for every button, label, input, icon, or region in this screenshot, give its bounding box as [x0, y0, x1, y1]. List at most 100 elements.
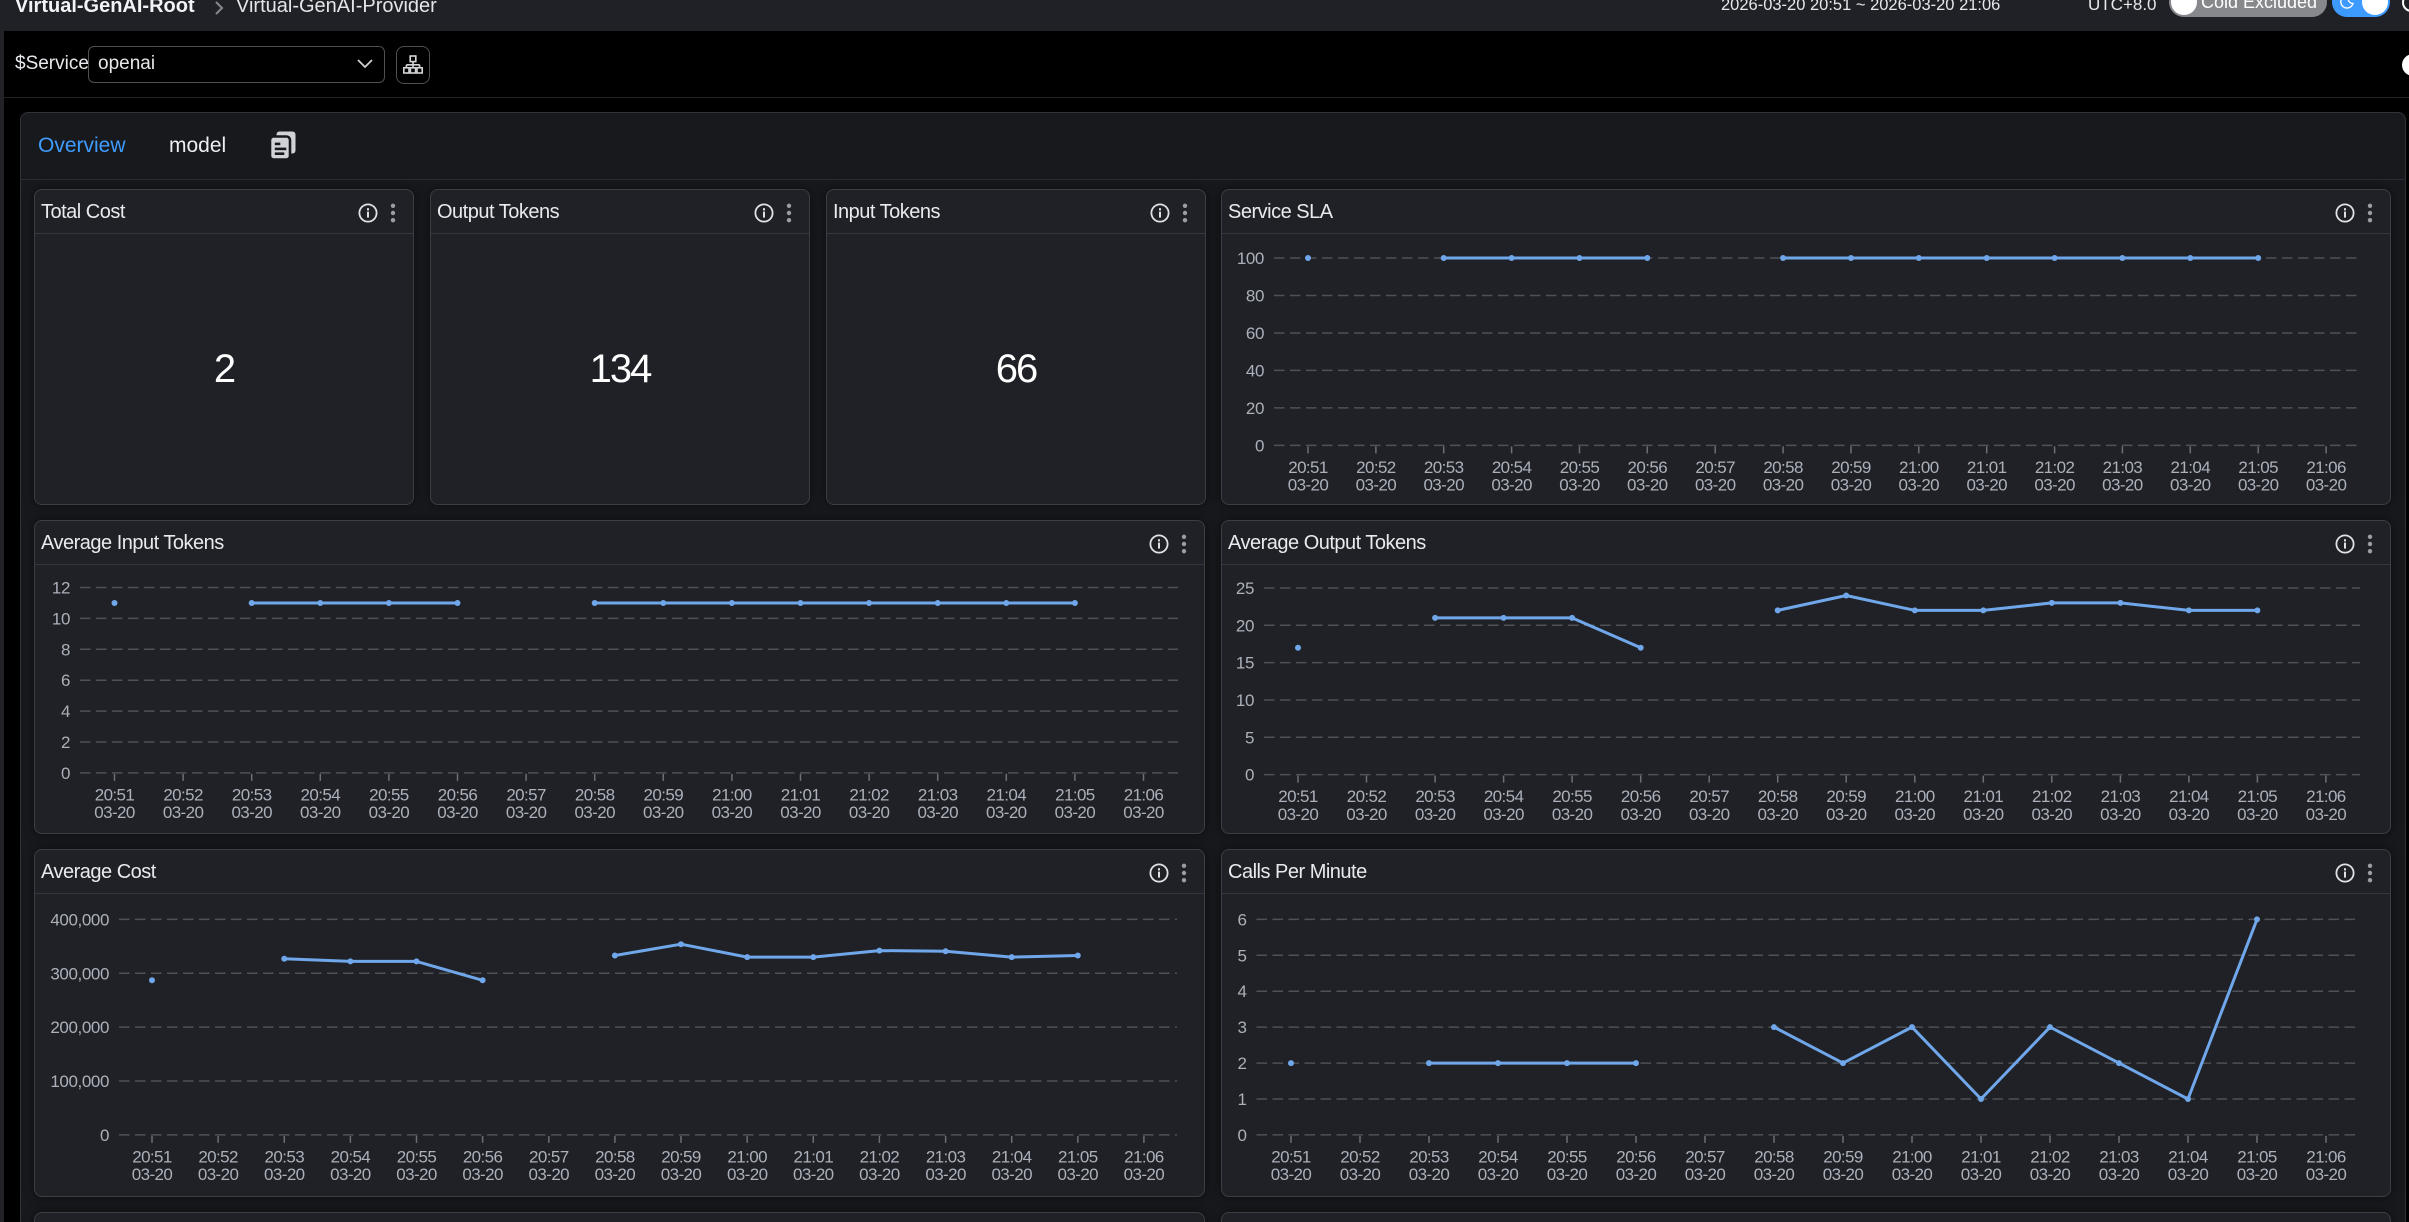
- svg-text:03-20: 03-20: [1616, 1165, 1657, 1184]
- svg-text:21:00: 21:00: [1895, 787, 1935, 806]
- svg-text:03-20: 03-20: [1895, 805, 1936, 824]
- svg-text:21:02: 21:02: [2030, 1147, 2070, 1166]
- svg-text:20:54: 20:54: [1484, 787, 1524, 806]
- svg-text:03-20: 03-20: [1627, 476, 1668, 495]
- svg-text:5: 5: [1245, 728, 1254, 747]
- svg-text:20:55: 20:55: [1547, 1147, 1587, 1166]
- svg-text:21:03: 21:03: [2103, 458, 2143, 477]
- svg-text:03-20: 03-20: [991, 1165, 1032, 1184]
- svg-text:03-20: 03-20: [661, 1165, 702, 1184]
- svg-text:03-20: 03-20: [1763, 476, 1804, 495]
- svg-text:100,000: 100,000: [50, 1072, 109, 1091]
- svg-text:03-20: 03-20: [529, 1165, 570, 1184]
- svg-text:0: 0: [1237, 1126, 1246, 1145]
- svg-text:20:54: 20:54: [331, 1147, 371, 1166]
- svg-text:03-20: 03-20: [506, 803, 547, 822]
- svg-text:03-20: 03-20: [1288, 476, 1329, 495]
- svg-text:0: 0: [100, 1126, 109, 1145]
- svg-text:03-20: 03-20: [780, 803, 821, 822]
- svg-text:0: 0: [1245, 766, 1254, 785]
- svg-text:21:06: 21:06: [2306, 1147, 2346, 1166]
- svg-text:03-20: 03-20: [1346, 805, 1387, 824]
- svg-text:21:02: 21:02: [860, 1147, 900, 1166]
- svg-text:21:06: 21:06: [2306, 787, 2346, 806]
- svg-text:03-20: 03-20: [2099, 1165, 2140, 1184]
- svg-text:10: 10: [1236, 691, 1254, 710]
- svg-text:03-20: 03-20: [198, 1165, 239, 1184]
- svg-text:03-20: 03-20: [2237, 805, 2278, 824]
- svg-text:21:05: 21:05: [1055, 785, 1095, 804]
- svg-text:6: 6: [1237, 910, 1246, 929]
- svg-text:03-20: 03-20: [1831, 476, 1872, 495]
- svg-text:21:03: 21:03: [2099, 1147, 2139, 1166]
- svg-text:2: 2: [61, 733, 70, 752]
- svg-text:03-20: 03-20: [643, 803, 684, 822]
- svg-text:8: 8: [61, 640, 70, 659]
- svg-text:03-20: 03-20: [2102, 476, 2143, 495]
- svg-text:03-20: 03-20: [1754, 1165, 1795, 1184]
- svg-text:03-20: 03-20: [1823, 1165, 1864, 1184]
- svg-text:21:04: 21:04: [2168, 1147, 2208, 1166]
- svg-text:20:56: 20:56: [1628, 458, 1668, 477]
- svg-text:20:55: 20:55: [1560, 458, 1600, 477]
- svg-text:60: 60: [1246, 324, 1264, 343]
- svg-text:03-20: 03-20: [1491, 476, 1532, 495]
- svg-text:20: 20: [1246, 399, 1264, 418]
- svg-text:20:51: 20:51: [132, 1147, 172, 1166]
- svg-text:20:54: 20:54: [1492, 458, 1532, 477]
- svg-text:03-20: 03-20: [849, 803, 890, 822]
- svg-text:20:55: 20:55: [1552, 787, 1592, 806]
- svg-text:20:57: 20:57: [506, 785, 546, 804]
- svg-text:03-20: 03-20: [1963, 805, 2004, 824]
- svg-text:03-20: 03-20: [2306, 476, 2347, 495]
- svg-text:03-20: 03-20: [437, 803, 478, 822]
- svg-text:20:56: 20:56: [1621, 787, 1661, 806]
- svg-text:21:00: 21:00: [712, 785, 752, 804]
- svg-text:6: 6: [61, 671, 70, 690]
- svg-text:21:06: 21:06: [1124, 1147, 1164, 1166]
- svg-text:20:58: 20:58: [1758, 787, 1798, 806]
- svg-text:03-20: 03-20: [1620, 805, 1661, 824]
- svg-text:03-20: 03-20: [1124, 1165, 1165, 1184]
- svg-text:20:54: 20:54: [1478, 1147, 1518, 1166]
- svg-text:20:52: 20:52: [1347, 787, 1387, 806]
- svg-text:03-20: 03-20: [1892, 1165, 1933, 1184]
- svg-text:21:01: 21:01: [1967, 458, 2007, 477]
- svg-text:2: 2: [1237, 1054, 1246, 1073]
- svg-text:21:01: 21:01: [1961, 1147, 2001, 1166]
- svg-text:03-20: 03-20: [2034, 476, 2075, 495]
- svg-text:03-20: 03-20: [369, 803, 410, 822]
- svg-text:21:05: 21:05: [2238, 458, 2278, 477]
- svg-text:20:52: 20:52: [163, 785, 203, 804]
- svg-text:21:04: 21:04: [987, 785, 1027, 804]
- svg-text:21:06: 21:06: [2306, 458, 2346, 477]
- svg-text:21:04: 21:04: [2169, 787, 2209, 806]
- svg-text:03-20: 03-20: [925, 1165, 966, 1184]
- svg-text:03-20: 03-20: [859, 1165, 900, 1184]
- svg-text:03-20: 03-20: [2030, 1165, 2071, 1184]
- svg-text:100: 100: [1237, 249, 1264, 268]
- svg-text:20:57: 20:57: [529, 1147, 569, 1166]
- svg-text:03-20: 03-20: [462, 1165, 503, 1184]
- svg-text:20:54: 20:54: [301, 785, 341, 804]
- svg-text:03-20: 03-20: [1340, 1165, 1381, 1184]
- svg-text:03-20: 03-20: [2169, 805, 2210, 824]
- svg-text:03-20: 03-20: [1278, 805, 1319, 824]
- svg-text:21:05: 21:05: [1058, 1147, 1098, 1166]
- svg-text:03-20: 03-20: [1961, 1165, 2002, 1184]
- svg-text:20:56: 20:56: [438, 785, 478, 804]
- svg-text:0: 0: [61, 764, 70, 783]
- svg-text:03-20: 03-20: [727, 1165, 768, 1184]
- svg-text:20:59: 20:59: [1826, 787, 1866, 806]
- svg-text:20:55: 20:55: [369, 785, 409, 804]
- svg-text:20:59: 20:59: [644, 785, 684, 804]
- svg-text:21:02: 21:02: [849, 785, 889, 804]
- svg-text:21:00: 21:00: [1892, 1147, 1932, 1166]
- svg-text:0: 0: [1255, 436, 1264, 455]
- svg-text:10: 10: [52, 609, 70, 628]
- svg-text:03-20: 03-20: [1055, 803, 1096, 822]
- svg-text:21:04: 21:04: [2171, 458, 2211, 477]
- svg-text:03-20: 03-20: [2237, 1165, 2278, 1184]
- svg-text:03-20: 03-20: [2170, 476, 2211, 495]
- svg-text:300,000: 300,000: [50, 964, 109, 983]
